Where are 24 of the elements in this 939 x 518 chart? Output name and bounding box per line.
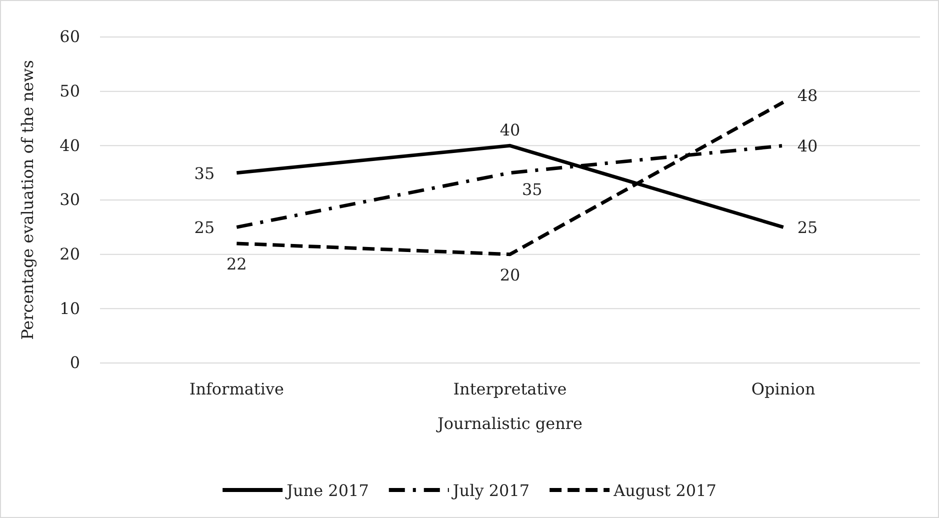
y-axis-title: Percentage evaluation of the news [18,60,37,340]
data-label: 48 [797,86,818,106]
data-label: 40 [797,136,818,156]
x-tick-label: Interpretative [453,379,567,398]
data-label: 22 [226,254,247,274]
data-label: 35 [194,164,215,183]
y-tick-label: 30 [60,190,80,210]
legend-label: June 2017 [284,481,369,500]
legend-label: August 2017 [612,481,716,500]
data-label: 40 [500,120,520,140]
legend-label: July 2017 [450,481,530,500]
y-tick-label: 40 [60,136,80,155]
data-label: 25 [194,218,215,238]
x-axis-title: Journalistic genre [435,414,583,433]
y-tick-label: 10 [60,298,80,318]
x-tick-label: Opinion [751,379,816,398]
y-tick-label: 0 [70,353,80,372]
y-tick-label: 60 [60,27,80,46]
x-tick-label: Informative [189,379,284,398]
y-tick-label: 50 [60,81,80,100]
data-label: 20 [500,265,520,284]
y-tick-label: 20 [60,244,80,264]
data-label: 35 [522,180,542,199]
data-label: 25 [797,218,818,238]
